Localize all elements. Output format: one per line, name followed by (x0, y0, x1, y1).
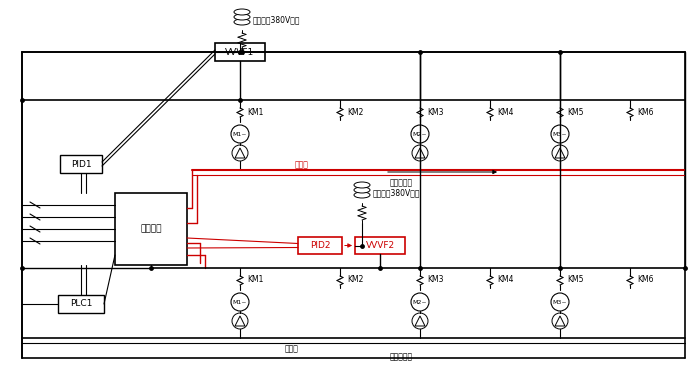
Text: KM6: KM6 (637, 275, 654, 284)
Polygon shape (415, 148, 425, 158)
Text: KM2: KM2 (347, 275, 364, 284)
Bar (355, 237, 405, 254)
Circle shape (231, 293, 249, 311)
Text: 冷冻水: 冷冻水 (285, 345, 299, 354)
Polygon shape (415, 316, 425, 326)
Bar (298, 237, 342, 254)
Text: 冷机水系统: 冷机水系统 (390, 179, 413, 187)
Text: KM5: KM5 (567, 275, 584, 284)
Ellipse shape (354, 192, 370, 198)
Text: M3~: M3~ (552, 131, 567, 137)
Text: PLC1: PLC1 (70, 300, 92, 308)
Bar (60, 155, 102, 173)
Ellipse shape (234, 9, 250, 15)
Text: KM4: KM4 (497, 275, 514, 284)
Bar (215, 43, 265, 61)
Text: KM2: KM2 (347, 107, 364, 116)
Text: M1~: M1~ (232, 131, 247, 137)
Text: PID1: PID1 (71, 159, 92, 168)
Circle shape (231, 125, 249, 143)
Text: KM6: KM6 (637, 107, 654, 116)
Text: M3~: M3~ (552, 300, 567, 305)
Circle shape (551, 293, 569, 311)
Polygon shape (235, 316, 245, 326)
Polygon shape (555, 316, 565, 326)
Text: PID2: PID2 (310, 241, 330, 250)
Text: KM1: KM1 (247, 107, 264, 116)
Polygon shape (235, 148, 245, 158)
Ellipse shape (354, 187, 370, 193)
Text: KM5: KM5 (567, 107, 584, 116)
Circle shape (411, 125, 429, 143)
Text: KM4: KM4 (497, 107, 514, 116)
Text: 冷机水: 冷机水 (295, 161, 309, 170)
Bar (115, 193, 187, 265)
Ellipse shape (354, 182, 370, 188)
Text: 冷冻水系统: 冷冻水系统 (390, 352, 413, 361)
Text: VVVF2: VVVF2 (366, 241, 395, 250)
Text: 制冷主机: 制冷主机 (140, 224, 162, 233)
Text: VVVF1: VVVF1 (226, 47, 255, 56)
Circle shape (411, 293, 429, 311)
Text: KM3: KM3 (427, 107, 443, 116)
Circle shape (551, 125, 569, 143)
Polygon shape (555, 148, 565, 158)
Text: M2~: M2~ (413, 300, 428, 305)
Ellipse shape (234, 14, 250, 20)
Bar (58, 295, 104, 313)
Text: KM3: KM3 (427, 275, 443, 284)
Text: KM1: KM1 (247, 275, 264, 284)
Text: 三相交流380V电源: 三相交流380V电源 (253, 16, 301, 25)
Text: M1~: M1~ (232, 300, 247, 305)
Text: 三相交流380V电源: 三相交流380V电源 (373, 189, 421, 198)
Ellipse shape (234, 19, 250, 25)
Text: M2~: M2~ (413, 131, 428, 137)
